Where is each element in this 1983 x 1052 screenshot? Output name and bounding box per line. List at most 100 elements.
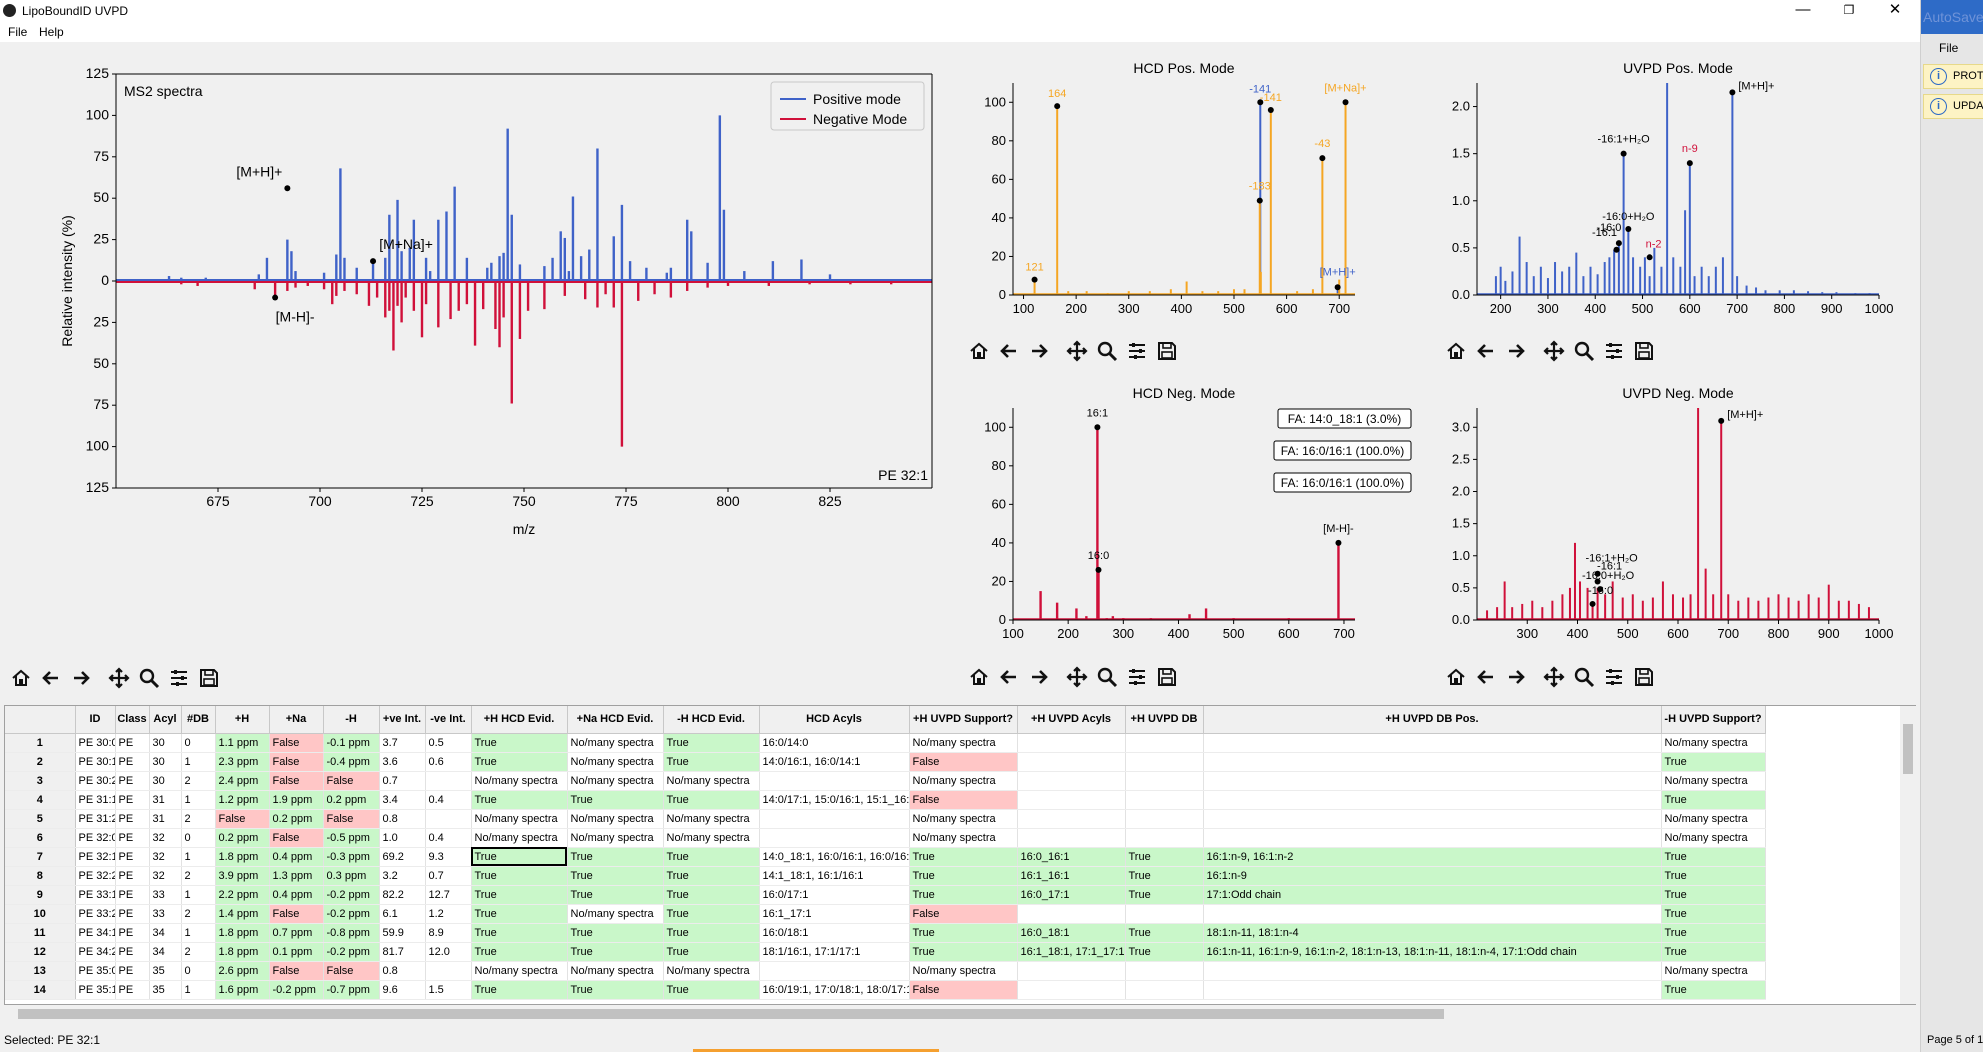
table-cell[interactable]: True [909,847,1018,867]
table-cell[interactable]: 17:1:Odd chain [1203,885,1662,905]
table-cell[interactable]: PE [115,828,150,848]
table-cell[interactable]: 9.3 [425,847,472,867]
table-cell[interactable] [1017,904,1126,924]
configure-icon[interactable] [1599,664,1629,690]
table-cell[interactable]: 14:0_18:1, 16:0/16:1, 16:0/16:1 [759,847,910,867]
table-cell[interactable]: True [1661,866,1766,886]
table-cell[interactable] [1203,809,1662,829]
uvpd-pos-chart[interactable]: 200 300 400 500 600 700 800 900 1000 0.0 0.5 1.0 1.5… [1435,55,1920,330]
row-header[interactable]: 11 [5,923,76,943]
column-header[interactable]: +H UVPD DB [1125,706,1204,734]
column-header[interactable]: +H HCD Evid. [471,706,568,734]
table-cell[interactable]: -0.2 ppm [323,904,380,924]
table-cell[interactable] [425,771,472,791]
table-cell[interactable]: -0.4 ppm [323,752,380,772]
table-cell[interactable]: True [1661,790,1766,810]
table-cell[interactable]: 30 [149,771,182,791]
table-cell[interactable]: 16:0_17:1 [1017,885,1126,905]
table-cell[interactable]: 1.4 ppm [215,904,270,924]
table-cell[interactable]: 2 [181,904,216,924]
table-cell[interactable]: No/many spectra [567,961,664,981]
table-cell[interactable]: True [663,885,760,905]
table-cell[interactable] [1203,961,1662,981]
table-cell[interactable]: No/many spectra [909,828,1018,848]
table-cell[interactable]: 2.3 ppm [215,752,270,772]
table-cell[interactable] [759,809,910,829]
table-cell[interactable]: No/many spectra [663,961,760,981]
table-cell[interactable]: PE [115,885,150,905]
table-cell[interactable]: 16:1_16:1 [1017,866,1126,886]
table-cell[interactable]: No/many spectra [471,961,568,981]
table-cell[interactable]: True [909,866,1018,886]
table-cell[interactable] [1017,961,1126,981]
table-cell[interactable]: 12.0 [425,942,472,962]
row-header[interactable]: 8 [5,866,76,886]
column-header[interactable]: Class [115,706,150,734]
table-cell[interactable]: 1 [181,752,216,772]
table-cell[interactable]: True [1125,866,1204,886]
table-cell[interactable] [1125,771,1204,791]
table-cell[interactable]: 0.2 ppm [215,828,270,848]
table-row[interactable]: 2 PE 30:1 PE 30 1 2.3 ppm False -0.4 ppm 3.6 0.6 T… [5,752,1766,772]
table-cell[interactable]: 1.1 ppm [215,733,270,753]
table-cell[interactable]: 1 [181,790,216,810]
table-cell[interactable]: 16:0/18:1 [759,923,910,943]
table-cell[interactable]: True [663,733,760,753]
table-cell[interactable]: True [663,847,760,867]
table-cell[interactable]: 1.8 ppm [215,923,270,943]
table-cell[interactable]: True [909,942,1018,962]
table-cell[interactable]: No/many spectra [1661,771,1766,791]
column-header[interactable]: #DB [181,706,216,734]
table-cell[interactable]: No/many spectra [471,809,568,829]
table-cell[interactable]: 0 [181,961,216,981]
table-cell[interactable]: 16:1_18:1, 17:1_17:1 [1017,942,1126,962]
table-cell[interactable]: No/many spectra [567,733,664,753]
table-cell[interactable]: No/many spectra [1661,828,1766,848]
menu-file[interactable]: File [8,25,28,39]
hcd-neg-chart[interactable]: 100 200 300 400 500 600 700 0 20 40 60 80 100 16:1 16:… [955,380,1435,655]
table-cell[interactable]: PE 35:0 [75,961,116,981]
table-cell[interactable]: False [323,809,380,829]
table-cell[interactable]: PE 34:2 [75,942,116,962]
table-row[interactable]: 3 PE 30:2 PE 30 2 2.4 ppm False False 0.7 No/many… [5,771,1766,791]
zoom-icon[interactable] [1569,664,1599,690]
table-cell[interactable]: PE [115,752,150,772]
table-cell[interactable]: 1.9 ppm [269,790,324,810]
table-cell[interactable]: True [909,923,1018,943]
table-cell[interactable]: 3.2 [379,866,426,886]
table-cell[interactable]: 82.2 [379,885,426,905]
table-cell[interactable]: 16:0/19:1, 17:0/18:1, 18:0/17:1 [759,980,910,1000]
table-row[interactable]: 8 PE 32:2 PE 32 2 3.9 ppm 1.3 ppm 0.3 ppm 3.2 0.7… [5,866,1766,886]
hcd-pos-chart[interactable]: 100 200 300 400 500 600 700 0 20 40 60 80 100 164 121 -… [955,55,1435,330]
plot-area[interactable] [1477,83,1879,295]
table-cell[interactable]: -0.7 ppm [323,980,380,1000]
table-cell[interactable]: No/many spectra [663,809,760,829]
column-header[interactable]: +ve Int. [379,706,426,734]
table-cell[interactable]: 1.8 ppm [215,847,270,867]
table-cell[interactable]: 2 [181,771,216,791]
column-header[interactable]: ID [75,706,116,734]
table-cell[interactable]: No/many spectra [1661,733,1766,753]
table-cell[interactable] [1125,904,1204,924]
table-cell[interactable]: 14:1_18:1, 16:1/16:1 [759,866,910,886]
table-cell[interactable]: 0.1 ppm [269,942,324,962]
table-cell[interactable]: PE 32:2 [75,866,116,886]
table-cell[interactable]: 2.4 ppm [215,771,270,791]
forward-arrow-icon[interactable] [1501,664,1531,690]
table-cell[interactable]: 16:1:n-11, 16:1:n-9, 16:1:n-2, 18:1:n-13… [1203,942,1662,962]
table-cell[interactable]: PE 32:0 [75,828,116,848]
table-cell[interactable]: True [1661,885,1766,905]
save-icon[interactable] [1629,338,1659,364]
table-cell[interactable]: 16:0_18:1 [1017,923,1126,943]
table-cell[interactable]: 8.9 [425,923,472,943]
table-row[interactable]: 10 PE 33:2 PE 33 2 1.4 ppm False -0.2 ppm 6.1 1.2… [5,904,1766,924]
column-header[interactable]: Acyl [149,706,182,734]
close-button[interactable]: ✕ [1888,1,1902,18]
forward-arrow-icon[interactable] [1501,338,1531,364]
lipid-results-table[interactable]: ID Class Acyl #DB +H +Na -H +ve Int. -ve Int. +H … [4,705,1916,1005]
vertical-scroll-thumb[interactable] [1903,724,1913,774]
pan-icon[interactable] [1539,338,1569,364]
table-cell[interactable]: True [663,790,760,810]
table-row[interactable]: 6 PE 32:0 PE 32 0 0.2 ppm False -0.5 ppm 1.0 0.4 N… [5,828,1766,848]
pan-icon[interactable] [104,665,134,691]
